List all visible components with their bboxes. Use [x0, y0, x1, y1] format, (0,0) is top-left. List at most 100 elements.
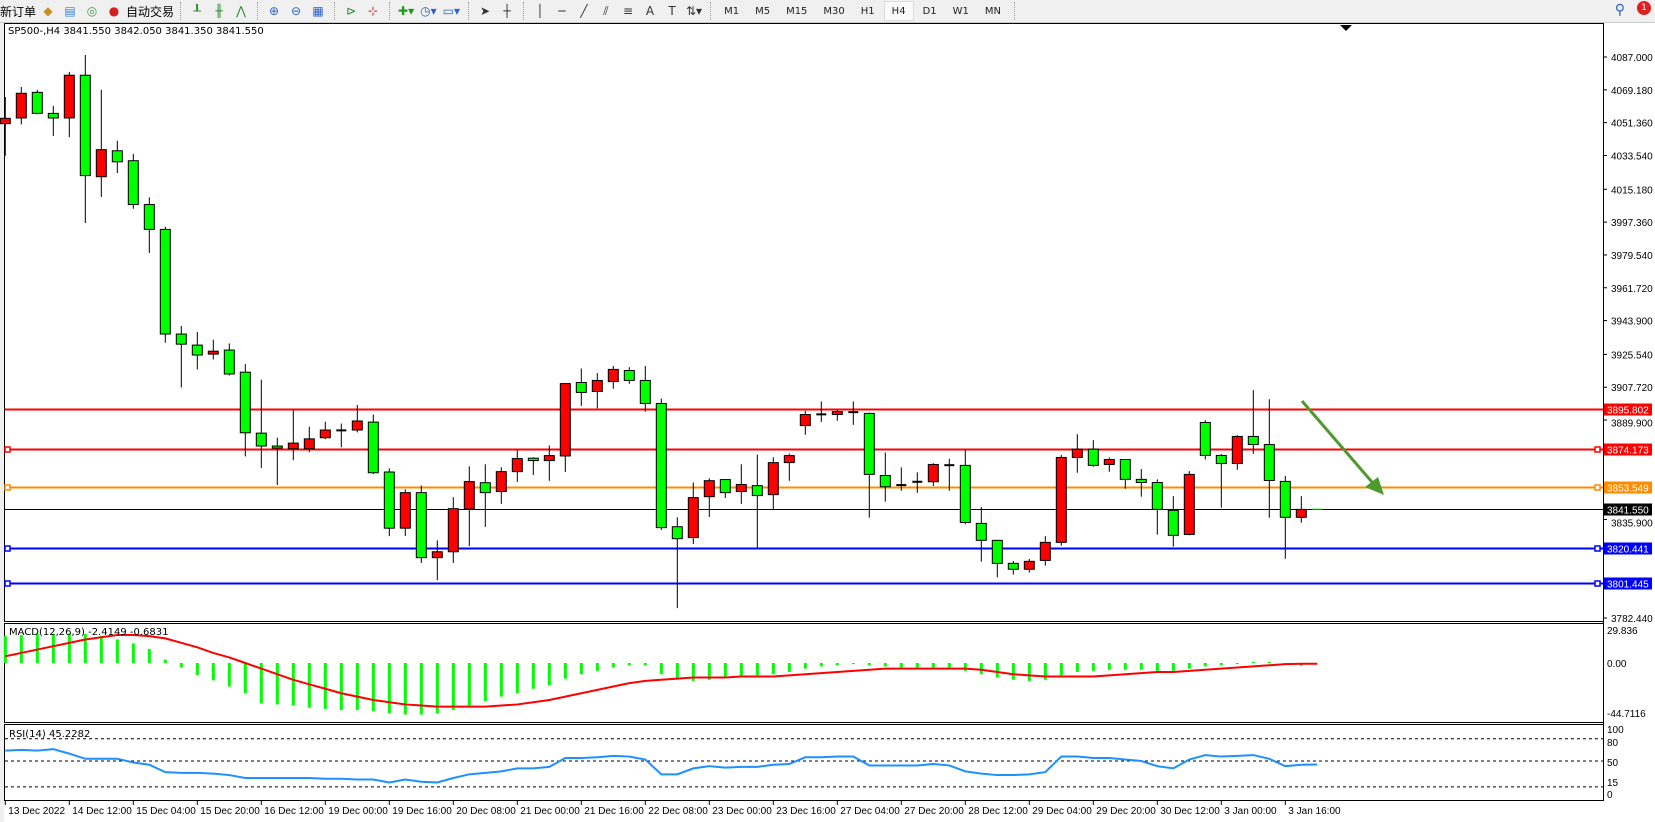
cursor-icon[interactable]: ➤	[479, 4, 491, 18]
templates-icon[interactable]: ▭▾	[442, 4, 460, 18]
timeframe-h1[interactable]: H1	[860, 5, 875, 17]
tile-windows-icon[interactable]: ▦	[312, 4, 324, 18]
price-level-label: 3853.549	[1607, 484, 1649, 495]
macd-histogram-bar	[899, 663, 903, 668]
text-label-icon[interactable]: T	[668, 4, 676, 18]
new-order-button[interactable]: 新订单	[0, 4, 37, 19]
search-icon[interactable]: ⚲	[1614, 2, 1625, 18]
zoom-out-icon[interactable]: ⊖	[291, 4, 302, 18]
macd-histogram-bar	[963, 663, 967, 671]
candle-body	[1183, 473, 1195, 535]
timeframe-m15[interactable]: M15	[786, 5, 808, 17]
macd-histogram-bar	[1155, 663, 1159, 671]
signals-icon[interactable]: ◎	[86, 4, 98, 18]
x-tick-label: 22 Dec 08:00	[648, 806, 708, 817]
candle-body	[863, 412, 875, 475]
macd-histogram-bar	[355, 663, 359, 711]
macd-histogram-bar	[531, 663, 535, 689]
candle-body	[543, 455, 555, 462]
candle-body	[975, 522, 987, 541]
chart-shift-icon[interactable]: ⊹	[368, 4, 379, 18]
level-anchor-handle[interactable]	[1594, 580, 1601, 587]
vertical-line-icon[interactable]: │	[536, 4, 544, 18]
macd-histogram-bar	[1027, 663, 1031, 681]
timeframe-m1[interactable]: M1	[724, 5, 740, 17]
candle-body	[1039, 541, 1051, 561]
auto-trading-icon[interactable]: ●	[108, 4, 120, 18]
level-anchor-handle[interactable]	[1594, 545, 1601, 552]
candle-body	[287, 442, 299, 450]
x-tick-label: 27 Dec 20:00	[904, 806, 964, 817]
timeframe-w1[interactable]: W1	[952, 5, 969, 17]
candle-body	[527, 457, 539, 462]
rsi-tick-label: 100	[1607, 725, 1624, 736]
macd-histogram-bar	[611, 663, 615, 668]
candle-body	[447, 508, 459, 553]
line-chart-icon[interactable]: ⋀	[236, 4, 246, 18]
level-anchor-handle[interactable]	[4, 484, 11, 491]
toolbar: 新订单 ◆ ▤ ◎ ● 自动交易 ┸ ╫ ⋀ ⊕ ⊖ ▦ ⊳ ⊹ ✚▾ ◷▾ ▭…	[0, 0, 1655, 23]
trendline-icon[interactable]: ╱	[580, 4, 588, 18]
macd-histogram-bar	[211, 663, 215, 681]
timeframe-m5[interactable]: M5	[755, 5, 771, 17]
candle-body	[655, 402, 667, 529]
auto-scroll-icon[interactable]: ⊳	[346, 4, 357, 18]
candle-body	[1135, 478, 1147, 484]
equidistant-channel-icon[interactable]: ⫽	[603, 3, 609, 18]
chart-shift-marker[interactable]	[1340, 25, 1352, 31]
macd-histogram-bar	[755, 663, 759, 676]
divider	[180, 2, 182, 20]
macd-histogram-bar	[243, 663, 247, 694]
candle-body	[495, 471, 507, 493]
candle-body	[703, 480, 715, 498]
bar-chart-icon[interactable]: ┸	[193, 4, 201, 18]
candlestick-icon[interactable]: ╫	[215, 4, 223, 18]
timeframe-d1[interactable]: D1	[922, 5, 937, 17]
x-tick-label: 23 Dec 00:00	[712, 806, 772, 817]
timeframe-h4[interactable]: H4	[883, 1, 914, 21]
level-anchor-handle[interactable]	[1594, 446, 1601, 453]
auto-trading-button[interactable]: 自动交易	[126, 4, 175, 19]
macd-histogram-bar	[1219, 663, 1223, 666]
level-anchor-handle[interactable]	[4, 545, 11, 552]
y-tick-label: 4069.180	[1611, 86, 1653, 97]
price-level-label: 3895.802	[1607, 406, 1649, 417]
price-level-label: 3820.441	[1607, 545, 1649, 556]
x-tick-label: 29 Dec 04:00	[1032, 806, 1092, 817]
periods-icon[interactable]: ◷▾	[420, 4, 437, 18]
x-tick-label: 13 Dec 2022	[8, 806, 65, 817]
text-tool-icon[interactable]: A	[645, 4, 655, 18]
crosshair-icon[interactable]: ┼	[503, 4, 511, 18]
macd-histogram-bar	[259, 663, 263, 704]
macd-histogram-bar	[691, 663, 695, 681]
notification-icon[interactable]: 1	[1631, 1, 1651, 21]
candle-body	[319, 429, 331, 439]
candle-body	[1071, 448, 1083, 458]
indicators-icon[interactable]: ✚▾	[398, 4, 415, 18]
macd-histogram-bar	[1187, 663, 1191, 669]
horizontal-line-icon[interactable]: ─	[558, 4, 566, 18]
candle-body	[1279, 480, 1291, 518]
level-anchor-handle[interactable]	[4, 580, 11, 587]
arrows-icon[interactable]: ⇅▾	[685, 4, 703, 18]
level-anchor-handle[interactable]	[1594, 484, 1601, 491]
macd-histogram-bar	[3, 636, 7, 663]
timeframe-m30[interactable]: M30	[823, 5, 845, 17]
macd-histogram-bar	[627, 663, 631, 666]
trend-arrow[interactable]	[1300, 400, 1380, 490]
macd-histogram-bar	[339, 663, 343, 711]
timeframe-mn[interactable]: MN	[984, 5, 1001, 17]
candle-body	[1247, 435, 1259, 446]
x-tick-label: 27 Dec 04:00	[840, 806, 900, 817]
macd-histogram-bar	[163, 659, 167, 663]
strategy-tester-icon[interactable]: ◆	[43, 4, 53, 18]
macd-histogram-bar	[787, 663, 791, 672]
navigator-icon[interactable]: ▤	[64, 4, 76, 18]
macd-histogram-bar	[51, 633, 55, 663]
divider	[467, 2, 469, 20]
candle-body	[1023, 560, 1035, 570]
zoom-in-icon[interactable]: ⊕	[269, 4, 280, 18]
fibonacci-icon[interactable]: ≡	[622, 4, 634, 18]
level-anchor-handle[interactable]	[4, 446, 11, 453]
